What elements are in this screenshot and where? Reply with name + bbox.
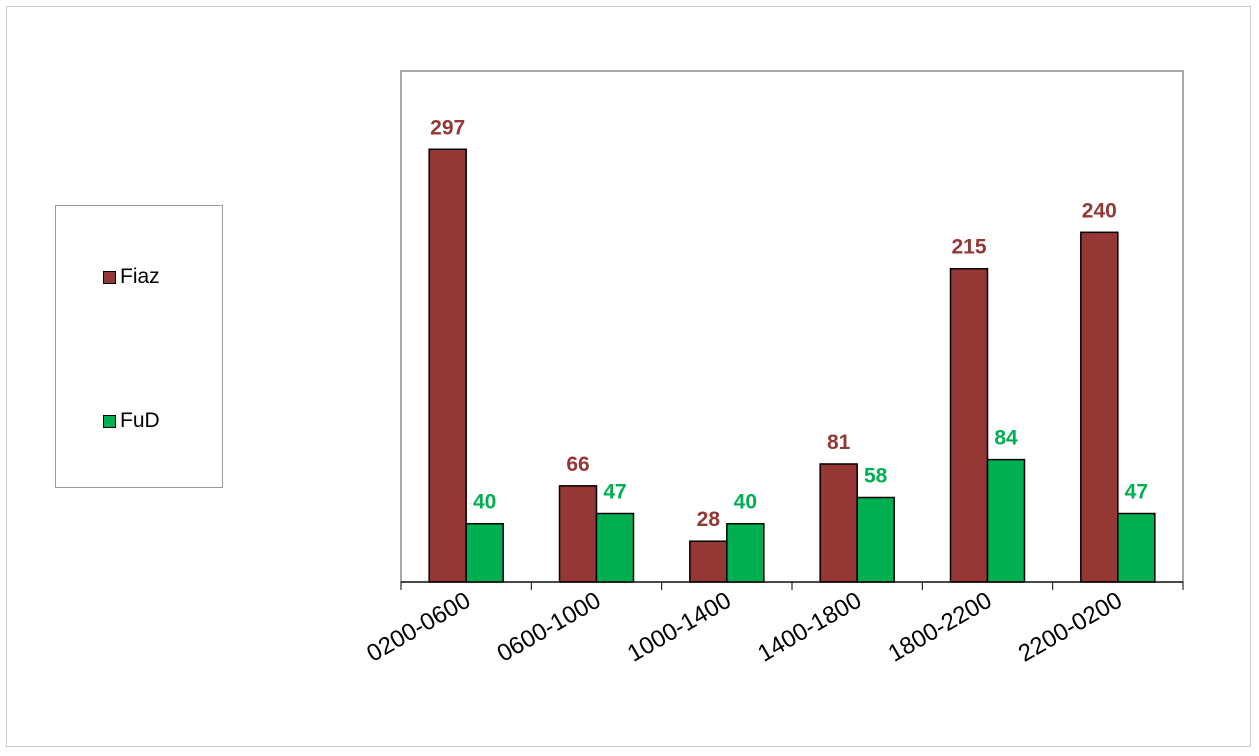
value-label-fiaz-1800-2200: 215: [951, 236, 986, 259]
bar-fud-1400-1800: [856, 496, 895, 583]
value-label-fiaz-0200-0600: 297: [430, 116, 465, 139]
legend-label-fud: FuD: [120, 409, 160, 432]
x-ticks-layer: [400, 582, 1184, 590]
bar-fiaz-1400-1800: [819, 463, 858, 583]
x-tick-label-1400-1800: 1400-1800: [753, 587, 866, 668]
value-label-fiaz-1400-1800: 81: [827, 431, 851, 454]
value-label-fud-0200-0600: 40: [473, 491, 496, 514]
value-label-fud-1800-2200: 84: [994, 427, 1018, 450]
bar-fiaz-2200-0200: [1080, 231, 1119, 583]
value-labels-layer: 297 40 66 47 28 40 81 58 215 84 240 47: [430, 116, 1148, 531]
x-tick-label-1800-2200: 1800-2200: [884, 587, 997, 668]
legend-label-fiaz: Fiaz: [120, 265, 160, 288]
x-tick-labels-layer: 0200-0600 0600-1000 1000-1400 1400-1800 1800…: [362, 587, 1127, 668]
value-label-fiaz-2200-0200: 240: [1082, 199, 1117, 222]
bar-fiaz-0200-0600: [428, 148, 467, 583]
legend-swatch-fiaz: [103, 270, 116, 284]
legend-entry-fiaz: Fiaz: [103, 265, 160, 289]
x-tick-label-0600-1000: 0600-1000: [493, 587, 606, 668]
x-tick-label-2200-0200: 2200-0200: [1014, 587, 1127, 668]
bar-fud-1800-2200: [986, 458, 1026, 583]
bar-fiaz-1000-1400: [689, 540, 728, 583]
bar-fud-0600-1000: [595, 512, 635, 583]
bar-fud-1000-1400: [726, 522, 765, 583]
bar-fiaz-0600-1000: [558, 485, 598, 583]
value-label-fud-2200-0200: 47: [1125, 481, 1148, 504]
value-label-fud-0600-1000: 47: [603, 481, 626, 504]
legend-entry-fud: FuD: [103, 409, 160, 433]
x-tick-label-1000-1400: 1000-1400: [623, 587, 736, 668]
bars-layer: [428, 148, 1156, 583]
value-label-fiaz-0600-1000: 66: [566, 453, 589, 476]
bar-fud-2200-0200: [1117, 512, 1156, 583]
bar-fiaz-1800-2200: [949, 267, 989, 583]
value-label-fud-1400-1800: 58: [864, 464, 888, 487]
bar-fud-0200-0600: [465, 522, 504, 583]
x-tick-label-0200-0600: 0200-0600: [362, 587, 475, 668]
legend-swatch-fud: [103, 414, 116, 428]
legend: Fiaz FuD: [55, 205, 223, 488]
plot-area: [400, 70, 1184, 583]
value-label-fud-1000-1400: 40: [734, 491, 757, 514]
value-label-fiaz-1000-1400: 28: [697, 508, 721, 531]
